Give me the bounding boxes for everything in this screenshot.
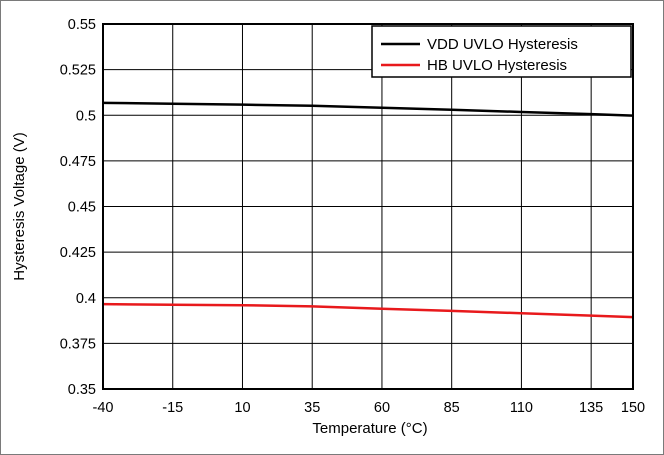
x-tick-label: -15 xyxy=(162,400,183,416)
y-tick-label: 0.475 xyxy=(60,154,96,170)
legend-box xyxy=(371,25,632,78)
x-tick-label: 35 xyxy=(304,400,320,416)
plot-area xyxy=(102,23,634,390)
y-axis-title: Hysteresis Voltage (V) xyxy=(11,132,28,280)
series-line-0 xyxy=(102,101,634,117)
y-tick-label: 0.45 xyxy=(68,200,96,216)
x-tick-label: 135 xyxy=(579,400,603,416)
x-tick-label: 85 xyxy=(444,400,460,416)
y-tick-label: 0.375 xyxy=(60,336,96,352)
y-tick-label: 0.525 xyxy=(60,63,96,79)
x-tick-labels: -40 -15 10 35 60 85 110 135 150 xyxy=(93,400,646,416)
series-line-1 xyxy=(102,302,634,319)
y-tick-labels: 0.55 0.525 0.5 0.475 0.45 0.425 0.4 0.375 0.35 xyxy=(60,17,96,398)
legend: VDD UVLO Hysteresis HB UVLO Hysteresis xyxy=(371,25,632,78)
x-axis-title: Temperature (°C) xyxy=(312,420,427,437)
x-tick-label: 10 xyxy=(234,400,250,416)
y-tick-label: 0.55 xyxy=(68,17,96,33)
grid-lines xyxy=(102,23,634,390)
y-tick-label: 0.5 xyxy=(76,108,96,124)
x-tick-label: -40 xyxy=(93,400,114,416)
legend-label-hb: HB UVLO Hysteresis xyxy=(427,57,567,74)
series-lines xyxy=(102,101,634,319)
y-tick-label: 0.425 xyxy=(60,245,96,261)
y-tick-label: 0.4 xyxy=(76,291,96,307)
legend-label-vdd: VDD UVLO Hysteresis xyxy=(427,36,578,53)
x-tick-label: 110 xyxy=(510,400,533,416)
y-tick-label: 0.35 xyxy=(68,382,96,398)
x-tick-label: 150 xyxy=(621,400,645,416)
x-tick-label: 60 xyxy=(374,400,390,416)
